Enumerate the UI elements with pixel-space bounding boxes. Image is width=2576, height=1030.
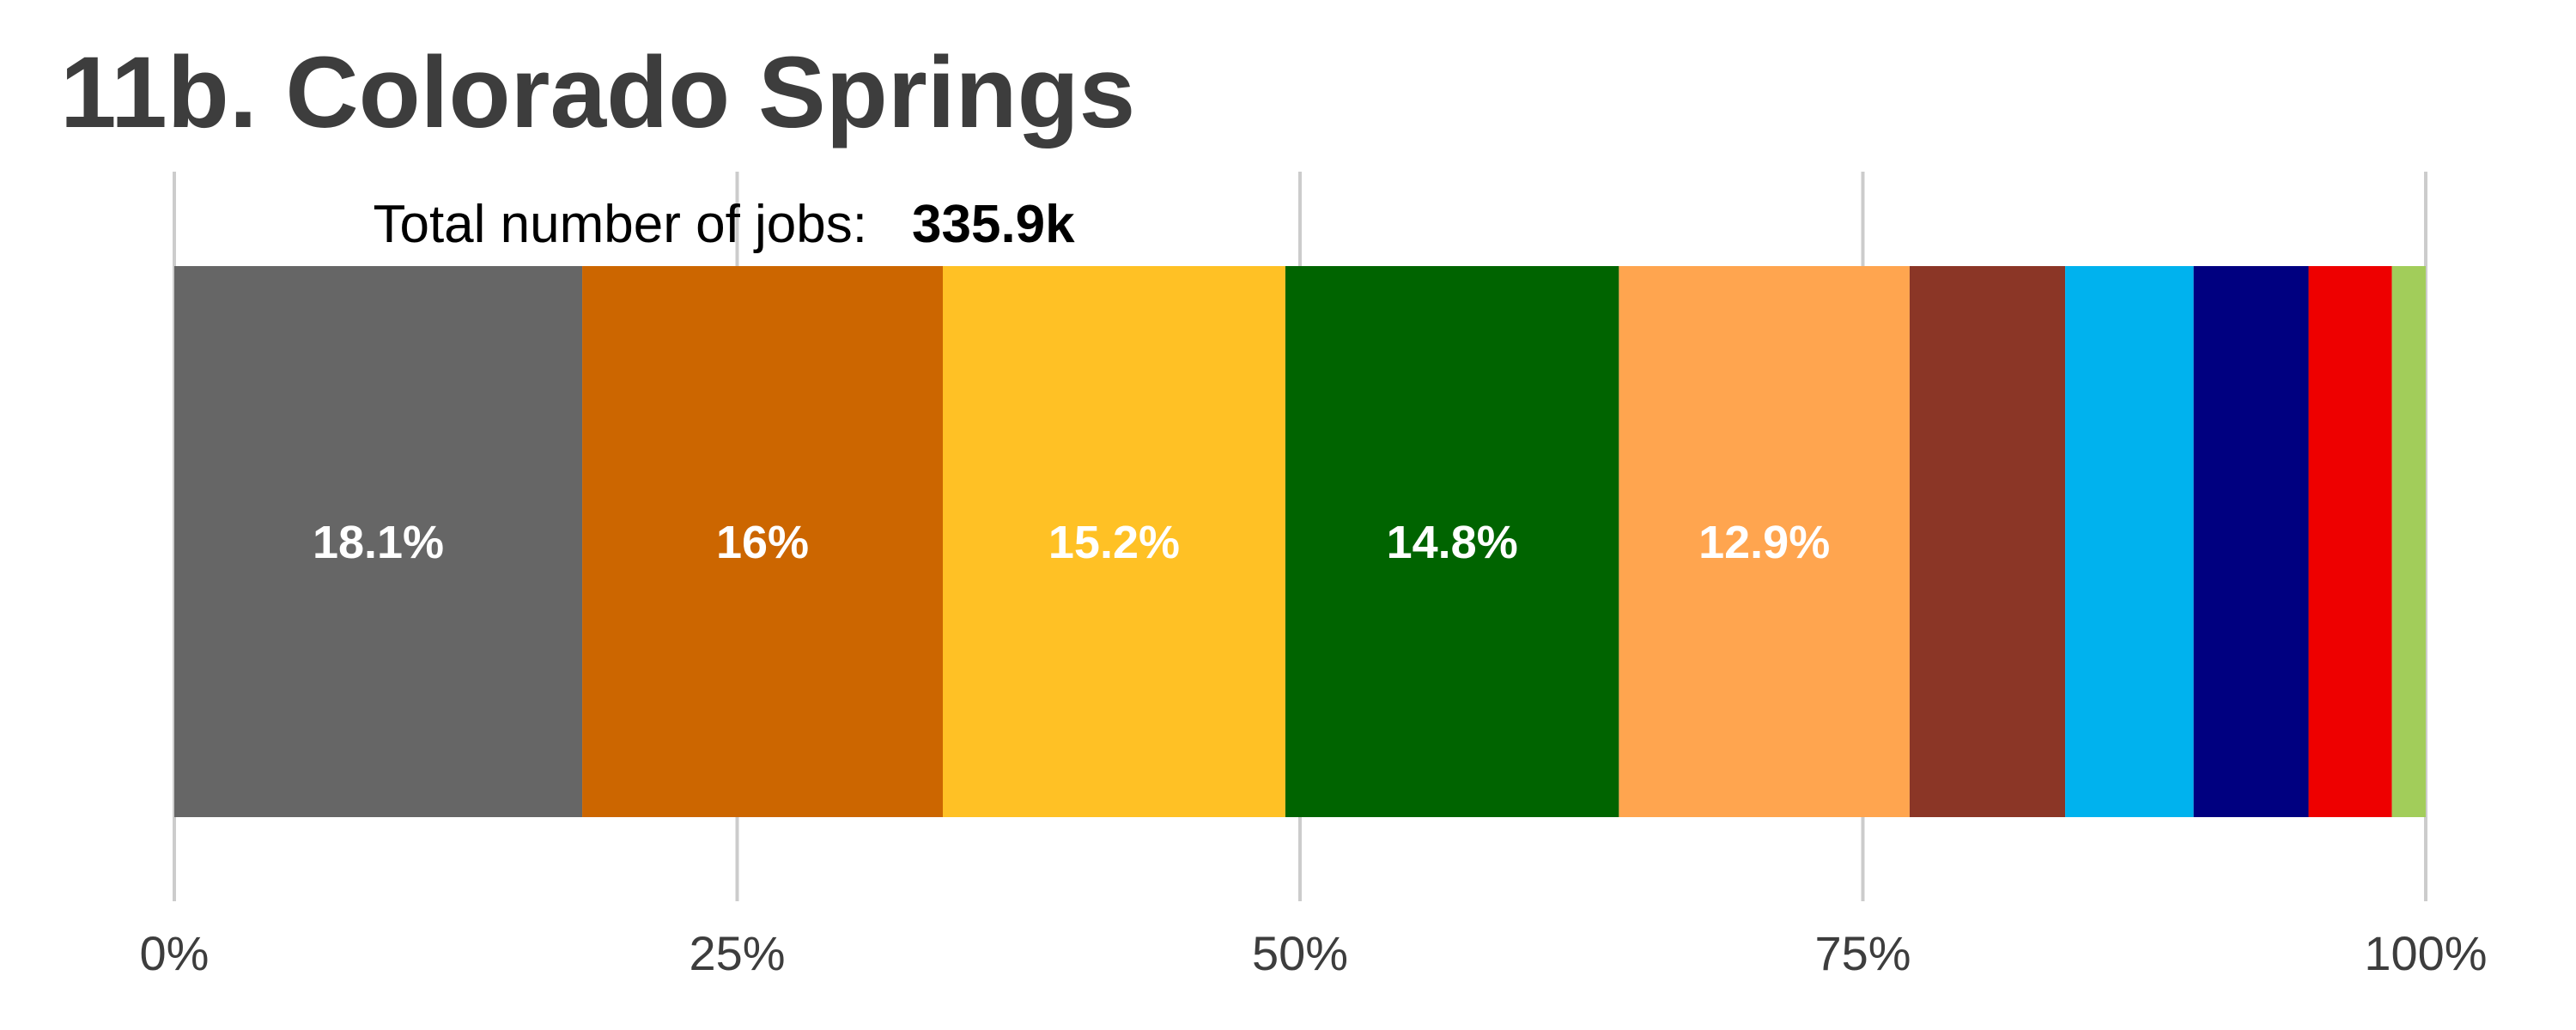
bar-segment: [582, 266, 943, 817]
segment-data-label: 18.1%: [313, 517, 444, 568]
x-tick-label: 50%: [1252, 926, 1348, 980]
bar-segment: [2065, 266, 2194, 817]
x-tick-label: 100%: [2364, 926, 2487, 980]
x-axis-tick-labels: 0% 25% 50% 75% 100%: [140, 926, 2488, 980]
x-tick-label: 75%: [1814, 926, 1911, 980]
bar-segment: [1619, 266, 1910, 817]
bar-segment: [174, 266, 583, 817]
chart-title: 11b. Colorado Springs: [60, 36, 1135, 149]
bar-segment: [1285, 266, 1619, 817]
segment-data-label: 14.8%: [1387, 517, 1518, 568]
segment-data-label: 12.9%: [1698, 517, 1830, 568]
bar-segment: [2193, 266, 2309, 817]
stacked-bar: 18.1% 16% 15.2% 14.8% 12.9%: [174, 266, 2426, 817]
bar-segment: [942, 266, 1285, 817]
x-tick-label: 25%: [689, 926, 785, 980]
bar-segment: [2308, 266, 2392, 817]
total-jobs-value: 335.9k: [912, 195, 1075, 254]
bar-segment: [1909, 266, 2066, 817]
segment-data-label: 16%: [716, 517, 809, 568]
total-jobs-label: Total number of jobs:: [373, 195, 867, 254]
bar-segment: [2391, 266, 2426, 817]
x-tick-label: 0%: [140, 926, 210, 980]
segment-data-label: 15.2%: [1048, 517, 1180, 568]
